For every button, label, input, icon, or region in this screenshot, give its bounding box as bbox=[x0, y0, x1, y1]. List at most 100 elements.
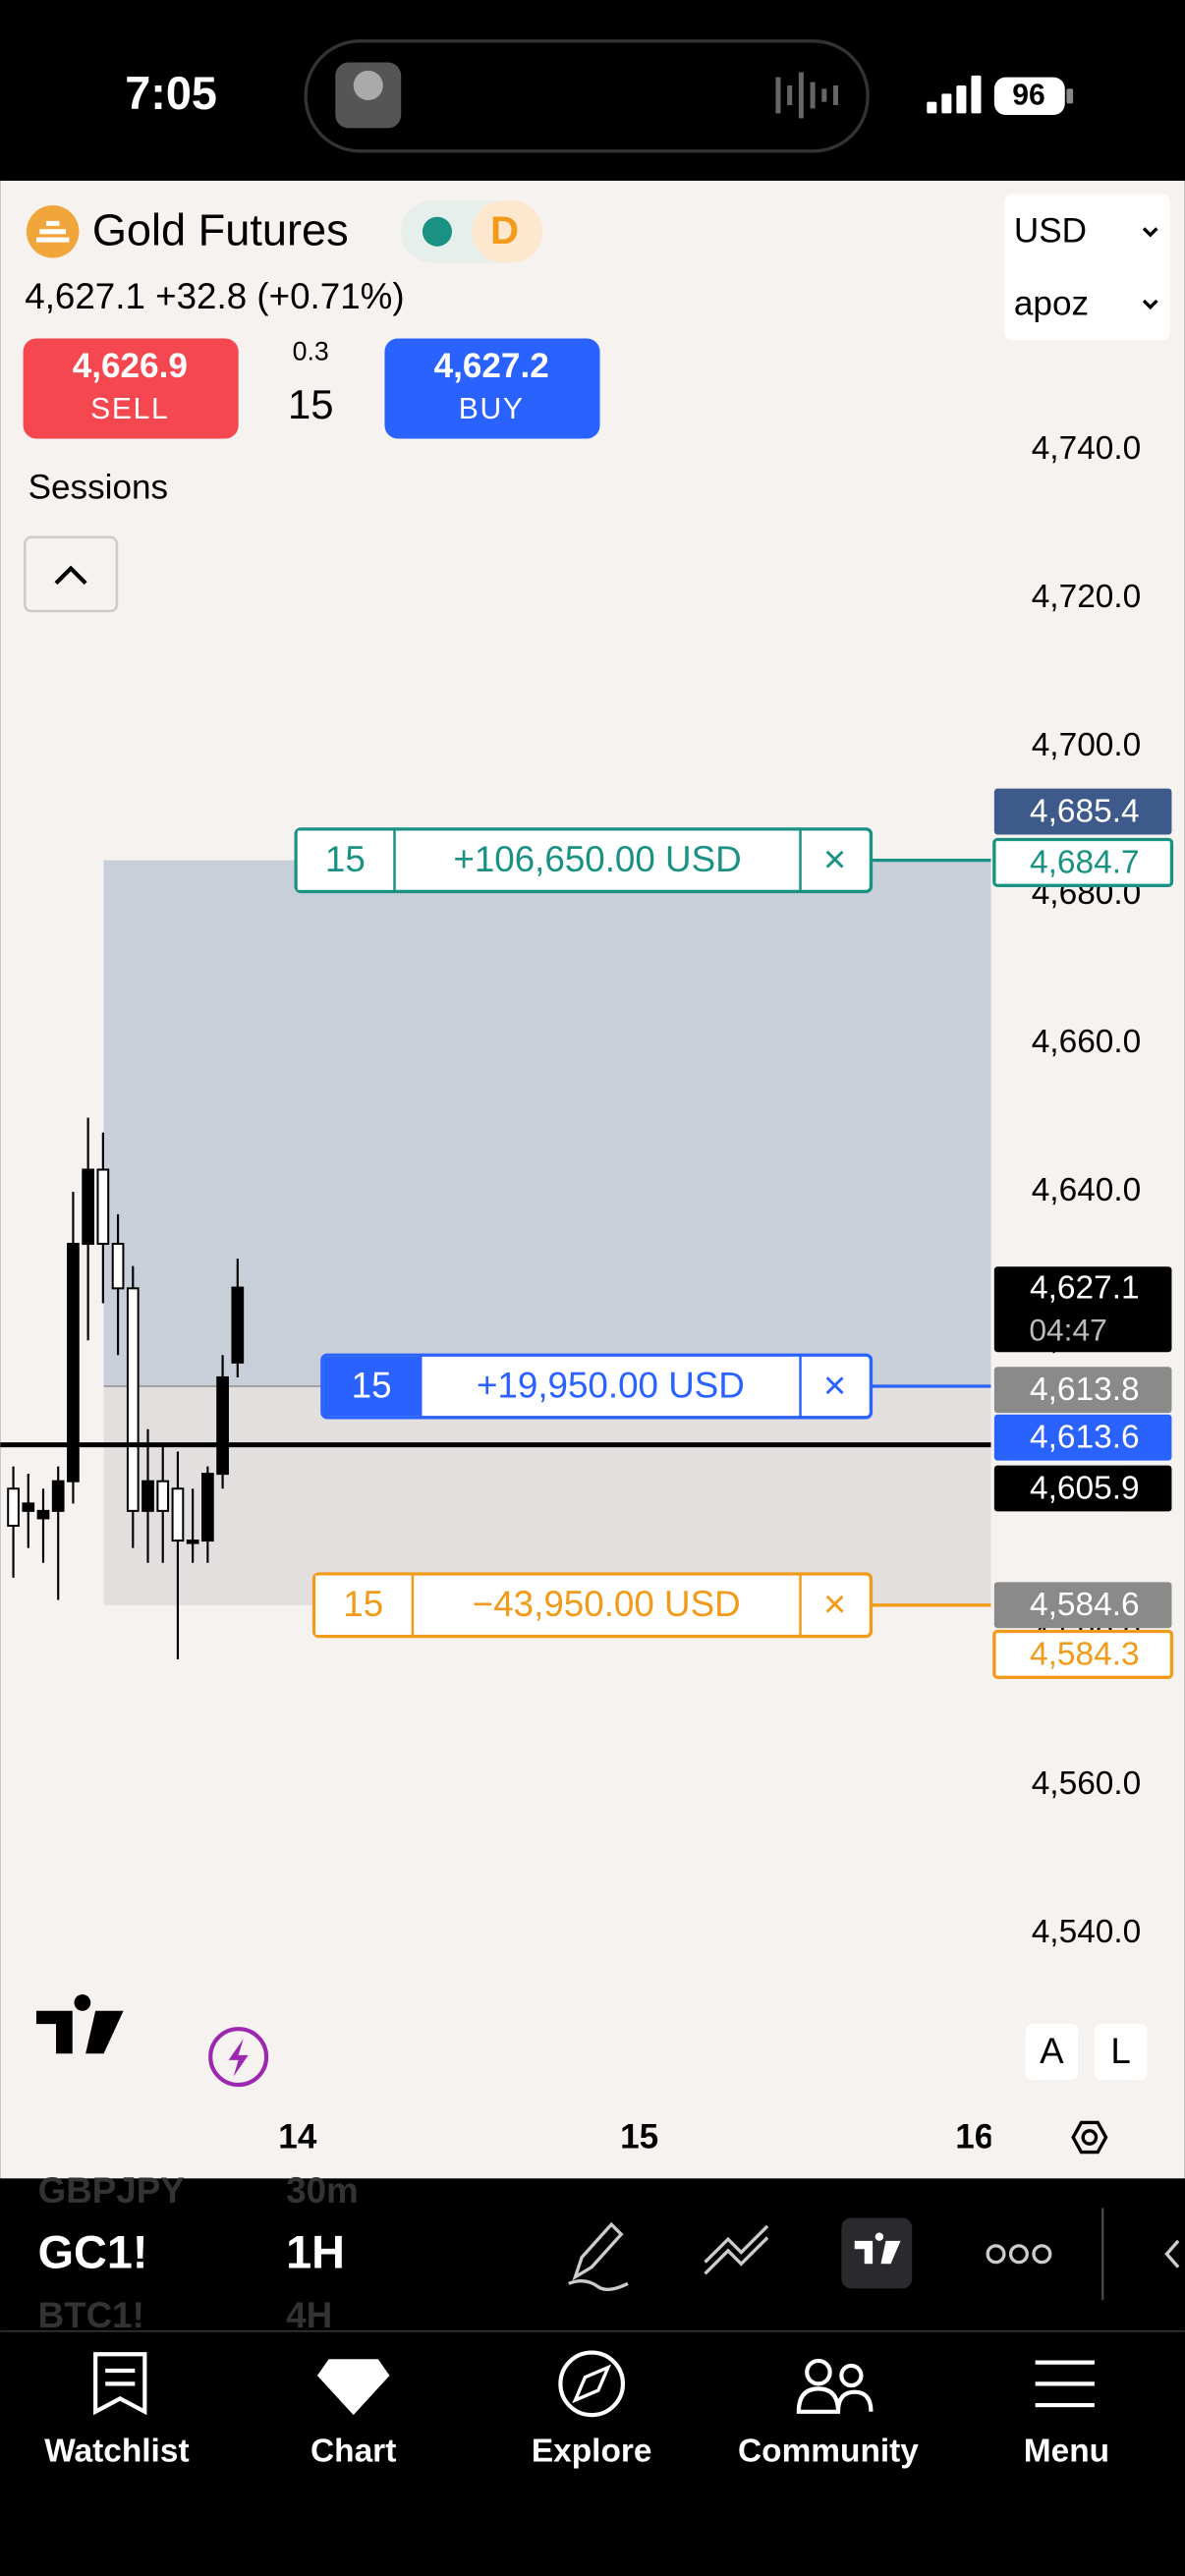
order-qty-box bbox=[323, 1356, 422, 1417]
menu-icon bbox=[1035, 2360, 1095, 2408]
plot bbox=[0, 860, 991, 1659]
draw-tool[interactable] bbox=[568, 2221, 629, 2292]
quantity[interactable]: 15 bbox=[288, 381, 334, 427]
price-tag bbox=[993, 1582, 1172, 1629]
candle-body bbox=[141, 1480, 154, 1512]
explore-needle bbox=[572, 2364, 612, 2404]
y-tick-label: 4,540.0 bbox=[1032, 1914, 1142, 1950]
tab-label[interactable]: Community bbox=[738, 2433, 919, 2469]
candle-body bbox=[126, 1287, 140, 1512]
buy-button[interactable] bbox=[384, 338, 600, 439]
sell-button[interactable] bbox=[23, 338, 239, 439]
price-tag-label: 4,584.6 bbox=[1030, 1587, 1140, 1623]
market-open-dot bbox=[422, 216, 453, 247]
tv-button[interactable] bbox=[841, 2217, 913, 2289]
y-tick-label: 4,640.0 bbox=[1032, 1172, 1142, 1208]
tab-label[interactable]: Explore bbox=[532, 2433, 652, 2469]
audio-wave bbox=[775, 72, 838, 119]
indicators-tool[interactable] bbox=[704, 2224, 769, 2275]
price-tag bbox=[993, 1367, 1172, 1414]
candle-body bbox=[171, 1487, 185, 1542]
buy-price: 4,627.2 bbox=[434, 347, 549, 385]
settings-icon-core bbox=[1081, 2129, 1099, 2146]
account-panel bbox=[1003, 194, 1170, 341]
ghost-symbol: BTC1! bbox=[38, 2295, 144, 2335]
interval[interactable]: 1H bbox=[286, 2226, 345, 2277]
candle-body bbox=[201, 1473, 214, 1542]
community-icon bbox=[796, 2386, 874, 2414]
collapse-caret bbox=[54, 565, 87, 586]
y-tick-label: 4,560.0 bbox=[1032, 1765, 1142, 1802]
ghost-symbol: GBPJPY bbox=[38, 2170, 185, 2211]
candle-body bbox=[36, 1509, 50, 1520]
tab-label[interactable]: Menu bbox=[1024, 2433, 1109, 2469]
badge-bg bbox=[472, 200, 542, 263]
price-tag-label: 4,584.3 bbox=[1030, 1636, 1140, 1672]
dropdown-chevrons bbox=[1142, 227, 1158, 310]
community-head bbox=[805, 2358, 832, 2386]
settings-icon[interactable] bbox=[1071, 2120, 1108, 2155]
price-tag bbox=[993, 1465, 1172, 1512]
price-tag-label: 4,613.8 bbox=[1030, 1372, 1140, 1408]
explore-icon bbox=[558, 2350, 626, 2418]
order-close[interactable]: × bbox=[823, 1363, 846, 1407]
tab-label[interactable]: Watchlist bbox=[44, 2433, 189, 2469]
chart-icon bbox=[316, 2359, 390, 2416]
symbol[interactable]: GC1! bbox=[38, 2226, 148, 2277]
order-pnl: −43,950.00 USD bbox=[473, 1584, 741, 1624]
sell-price: 4,626.9 bbox=[73, 347, 188, 385]
auto-scale-button[interactable] bbox=[1025, 2024, 1079, 2080]
candle-body bbox=[96, 1168, 110, 1246]
currency[interactable]: USD bbox=[1014, 212, 1087, 251]
y-tick-label: 4,700.0 bbox=[1032, 727, 1142, 763]
x-tick-label: 16 bbox=[955, 2117, 993, 2156]
lightning-button[interactable] bbox=[208, 2027, 269, 2088]
auto-scale: A bbox=[1040, 2031, 1064, 2071]
log-scale-button[interactable] bbox=[1094, 2024, 1148, 2080]
battery-tip bbox=[1066, 88, 1074, 104]
collapse-button[interactable] bbox=[24, 535, 119, 613]
quote: 4,627.1 +32.8 (+0.71%) bbox=[25, 276, 404, 316]
order-qty-box bbox=[297, 830, 395, 890]
order[interactable]: 15 +106,650.00 USD × bbox=[294, 827, 874, 894]
price-tag-label: 4,684.7 bbox=[1030, 844, 1140, 880]
price-tag bbox=[993, 1266, 1172, 1353]
ghost-interval: 4H bbox=[286, 2295, 332, 2335]
stop-loss-zone bbox=[103, 1386, 991, 1605]
candle-body bbox=[67, 1243, 80, 1483]
battery-level: 96 bbox=[1012, 80, 1044, 112]
candle-body bbox=[51, 1480, 65, 1512]
price-tag bbox=[993, 1414, 1172, 1461]
tab-label[interactable]: Chart bbox=[310, 2433, 396, 2469]
buy-label: BUY bbox=[459, 393, 525, 425]
price-tag-label: 4,613.6 bbox=[1030, 1420, 1140, 1456]
candle-body bbox=[156, 1480, 170, 1512]
order-box bbox=[294, 827, 874, 894]
order[interactable]: 15 +19,950.00 USD × bbox=[320, 1353, 874, 1420]
toolbar-collapse[interactable] bbox=[1164, 2239, 1180, 2268]
price-tag bbox=[992, 1629, 1174, 1679]
candle-body bbox=[7, 1487, 20, 1527]
account[interactable]: apoz bbox=[1014, 284, 1089, 322]
price-tag bbox=[993, 788, 1172, 835]
price-tag bbox=[992, 837, 1174, 887]
order[interactable]: 15 −43,950.00 USD × bbox=[311, 1572, 874, 1639]
tv-logo bbox=[35, 1994, 124, 2054]
price-countdown: 04:47 bbox=[1029, 1313, 1107, 1348]
lightning-icon bbox=[228, 2039, 249, 2077]
symbol-icon-bars bbox=[35, 220, 70, 243]
more-button[interactable] bbox=[986, 2244, 1052, 2265]
spread: 0.3 bbox=[293, 337, 329, 366]
order-qty-box bbox=[315, 1575, 413, 1635]
order-pnl: +19,950.00 USD bbox=[477, 1365, 745, 1405]
tv-button-logo bbox=[854, 2232, 901, 2265]
ghost-interval: 30m bbox=[286, 2170, 359, 2211]
order-quantity: 15 bbox=[325, 839, 366, 879]
x-tick-label: 14 bbox=[278, 2117, 317, 2156]
order-close[interactable]: × bbox=[823, 1582, 846, 1626]
price-axis: 4,740.04,720.04,700.04,680.04,660.04,640… bbox=[990, 430, 1174, 1950]
order-quantity: 15 bbox=[343, 1584, 383, 1624]
signal bbox=[927, 75, 982, 114]
order-close[interactable]: × bbox=[823, 837, 846, 881]
